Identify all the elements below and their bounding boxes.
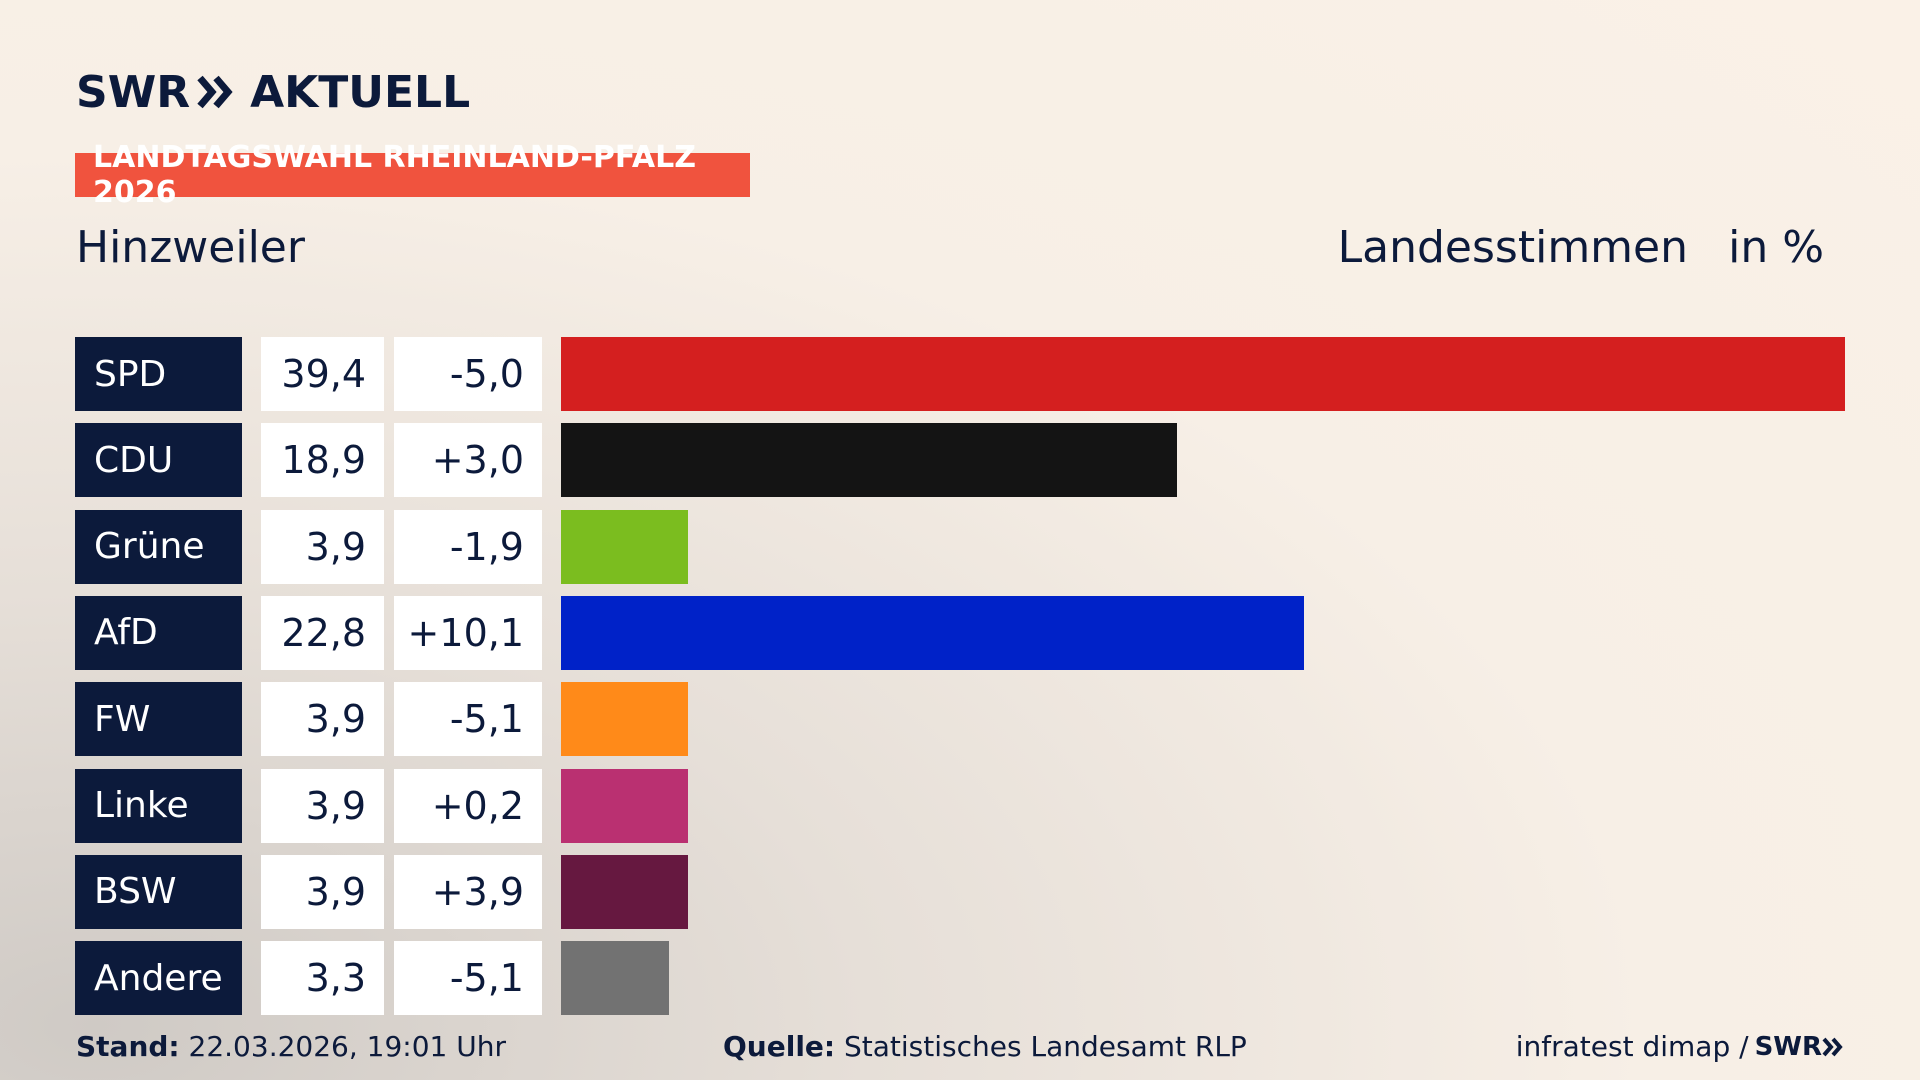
party-label: Grüne — [75, 509, 242, 584]
credit-brand: SWR — [1754, 1031, 1822, 1062]
chart-row: Andere 3,3 -5,1 — [75, 941, 1845, 1016]
party-label: Linke — [75, 768, 242, 843]
value-label: 3,9 — [261, 768, 384, 843]
swr-aktuell-logo: SWR AKTUELL — [76, 66, 471, 118]
chart-row: AfD 22,8 +10,1 — [75, 595, 1845, 670]
value-label: 3,9 — [261, 682, 384, 757]
diff-label: +3,9 — [394, 854, 542, 929]
chart-row: CDU 18,9 +3,0 — [75, 423, 1845, 498]
bar — [561, 854, 689, 929]
stand-value: 22.03.2026, 19:01 Uhr — [188, 1030, 506, 1063]
chart-row: FW 3,9 -5,1 — [75, 682, 1845, 757]
diff-label: +10,1 — [394, 595, 542, 670]
party-label: Andere — [75, 941, 242, 1016]
bar — [561, 337, 1845, 411]
diff-label: -5,1 — [394, 941, 542, 1016]
value-label: 39,4 — [261, 337, 384, 411]
party-label: FW — [75, 682, 242, 757]
bar — [561, 941, 669, 1016]
diff-label: -5,0 — [394, 337, 542, 411]
value-label: 22,8 — [261, 595, 384, 670]
source-label: Quelle: — [723, 1030, 836, 1063]
bar — [561, 423, 1177, 498]
value-label: 3,3 — [261, 941, 384, 1016]
diff-label: -5,1 — [394, 682, 542, 757]
diff-label: -1,9 — [394, 509, 542, 584]
region-title: Hinzweiler — [76, 222, 305, 273]
value-label: 3,9 — [261, 854, 384, 929]
party-label: AfD — [75, 595, 242, 670]
brand-swr: SWR — [76, 66, 191, 118]
diff-label: +0,2 — [394, 768, 542, 843]
brand-aktuell: AKTUELL — [250, 66, 471, 118]
party-label: SPD — [75, 337, 242, 411]
party-label: CDU — [75, 423, 242, 498]
vote-type-label: Landesstimmen — [1337, 222, 1688, 273]
bar — [561, 595, 1305, 670]
election-banner: LANDTAGSWAHL RHEINLAND-PFALZ 2026 — [75, 140, 750, 210]
diff-label: +3,0 — [394, 423, 542, 498]
unit-label: in % — [1728, 222, 1824, 273]
party-label: BSW — [75, 854, 242, 929]
footer-stand: Stand: 22.03.2026, 19:01 Uhr — [76, 1030, 506, 1063]
value-label: 18,9 — [261, 423, 384, 498]
chart-row: BSW 3,9 +3,9 — [75, 854, 1845, 929]
double-chevron-icon — [197, 75, 233, 109]
bar — [561, 682, 689, 757]
footer-credit: infratest dimap / SWR — [1516, 1030, 1844, 1063]
value-label: 3,9 — [261, 509, 384, 584]
bar — [561, 768, 689, 843]
source-value: Statistisches Landesamt RLP — [844, 1030, 1247, 1063]
credit-text: infratest dimap / — [1515, 1030, 1749, 1063]
chart-row: SPD 39,4 -5,0 — [75, 337, 1845, 411]
footer-source: Quelle: Statistisches Landesamt RLP — [723, 1030, 1247, 1063]
chart-row: Grüne 3,9 -1,9 — [75, 509, 1845, 584]
chart-row: Linke 3,9 +0,2 — [75, 768, 1845, 843]
bar — [561, 509, 689, 584]
stand-label: Stand: — [76, 1030, 180, 1063]
double-chevron-small-icon — [1822, 1037, 1843, 1056]
